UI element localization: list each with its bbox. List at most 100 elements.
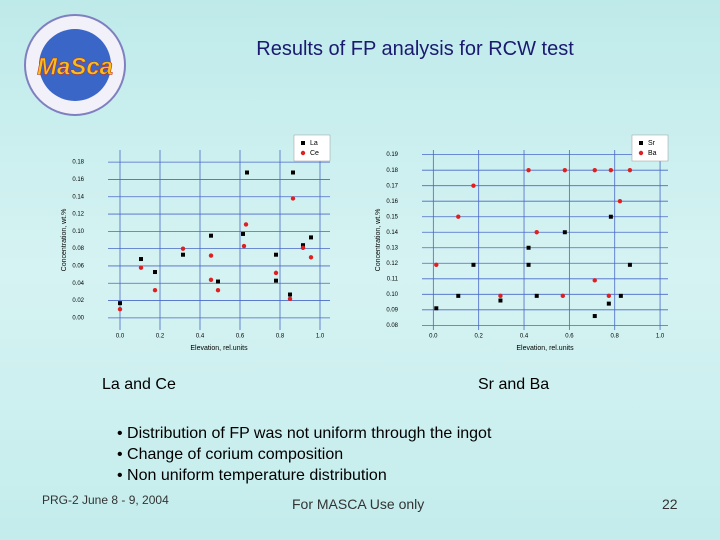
point (208, 277, 214, 283)
point (216, 279, 220, 284)
point (627, 262, 632, 267)
x-tick-label: 1.0 (316, 334, 325, 340)
y-tick-label: 0.17 (386, 183, 398, 189)
y-tick-label: 0.18 (386, 168, 398, 174)
point (562, 230, 567, 235)
point (153, 270, 157, 275)
point (434, 262, 439, 268)
y-tick-label: 0.10 (72, 229, 84, 235)
point (138, 265, 144, 270)
logo: MaSca (24, 14, 126, 116)
legend-marker (639, 141, 643, 145)
point (606, 293, 612, 299)
caption: Sr and Ba (478, 376, 550, 393)
point (300, 245, 306, 250)
point (274, 252, 278, 257)
y-tick-label: 0.14 (386, 230, 398, 236)
y-tick-label: 0.12 (72, 212, 84, 218)
point (117, 307, 123, 312)
point (209, 233, 213, 238)
bullet: • Change of corium composition (117, 446, 344, 463)
y-tick-label: 0.11 (387, 276, 399, 282)
legend-box (293, 134, 331, 162)
point (608, 214, 613, 219)
y-tick-label: 0.13 (386, 245, 398, 251)
point (215, 287, 221, 293)
point (290, 196, 296, 201)
legend-label: Sr (648, 140, 656, 147)
point (152, 287, 158, 293)
x-tick-label: 0.0 (116, 334, 125, 340)
x-axis-label: Elevation, rel.units (516, 345, 574, 352)
legend-marker (638, 150, 644, 156)
y-tick-label: 0.18 (72, 160, 84, 166)
x-tick-label: 1.0 (656, 334, 665, 340)
y-tick-label: 0.19 (386, 152, 398, 158)
point (608, 167, 614, 173)
point (498, 293, 503, 299)
point (456, 293, 461, 298)
x-tick-label: 0.6 (236, 334, 245, 340)
x-tick-label: 0.6 (565, 334, 574, 340)
x-tick-label: 0.8 (276, 334, 285, 340)
point (288, 292, 292, 297)
point (181, 252, 185, 257)
slide-title: Results of FP analysis for RCW test (256, 38, 574, 60)
bullet-list: • Distribution of FP was not uniform thr… (117, 423, 491, 486)
bullet: • Distribution of FP was not uniform thr… (117, 425, 492, 442)
y-tick-label: 0.08 (72, 246, 84, 252)
y-axis-label: Concentration, wt.% (61, 209, 68, 272)
y-tick-label: 0.04 (72, 281, 84, 287)
y-tick-label: 0.00 (72, 315, 84, 321)
point (618, 293, 623, 298)
point (534, 293, 539, 298)
y-axis-label: Concentration, wt.% (375, 209, 382, 272)
point (301, 243, 305, 248)
point (606, 301, 611, 306)
charts: 0.00 0.02 0.04 0.06 0.08 0.10 0.12 0.14 0.16 0.18… (61, 134, 669, 352)
page-number: 22 (662, 496, 678, 512)
point (526, 245, 531, 250)
y-tick-label: 0.02 (72, 298, 84, 304)
legend-marker (300, 150, 306, 156)
point (456, 214, 461, 219)
point (526, 262, 531, 267)
y-tick-label: 0.08 (386, 323, 398, 329)
point (180, 246, 186, 251)
legend-label: La (310, 140, 318, 147)
point (526, 167, 531, 173)
point (273, 270, 279, 276)
caption: La and Ce (102, 376, 176, 393)
point (562, 167, 568, 173)
point (308, 255, 314, 260)
point (291, 170, 295, 175)
footer: For MASCA Use only (292, 496, 425, 512)
y-tick-label: 0.06 (72, 264, 84, 270)
point (592, 278, 597, 283)
point (241, 231, 245, 236)
legend-marker (301, 141, 305, 145)
legend-label: Ba (648, 150, 657, 157)
point (208, 253, 214, 258)
x-tick-label: 0.8 (611, 334, 620, 340)
point (471, 262, 476, 267)
x-tick-label: 0.4 (520, 334, 529, 340)
logo-globe (39, 29, 111, 101)
point (245, 170, 249, 175)
y-tick-label: 0.10 (386, 292, 398, 298)
y-tick-label: 0.16 (72, 177, 84, 183)
y-tick-label: 0.14 (72, 194, 84, 200)
y-tick-label: 0.15 (386, 214, 398, 220)
point (118, 301, 122, 306)
point (241, 243, 247, 249)
point (627, 167, 633, 173)
point (287, 296, 293, 302)
x-axis-label: Elevation, rel.units (190, 345, 248, 352)
point (534, 230, 539, 235)
point (434, 306, 439, 311)
legend-label: Ce (310, 150, 319, 157)
y-tick-label: 0.12 (386, 261, 398, 267)
x-tick-label: 0.2 (475, 334, 484, 340)
point (592, 314, 597, 319)
